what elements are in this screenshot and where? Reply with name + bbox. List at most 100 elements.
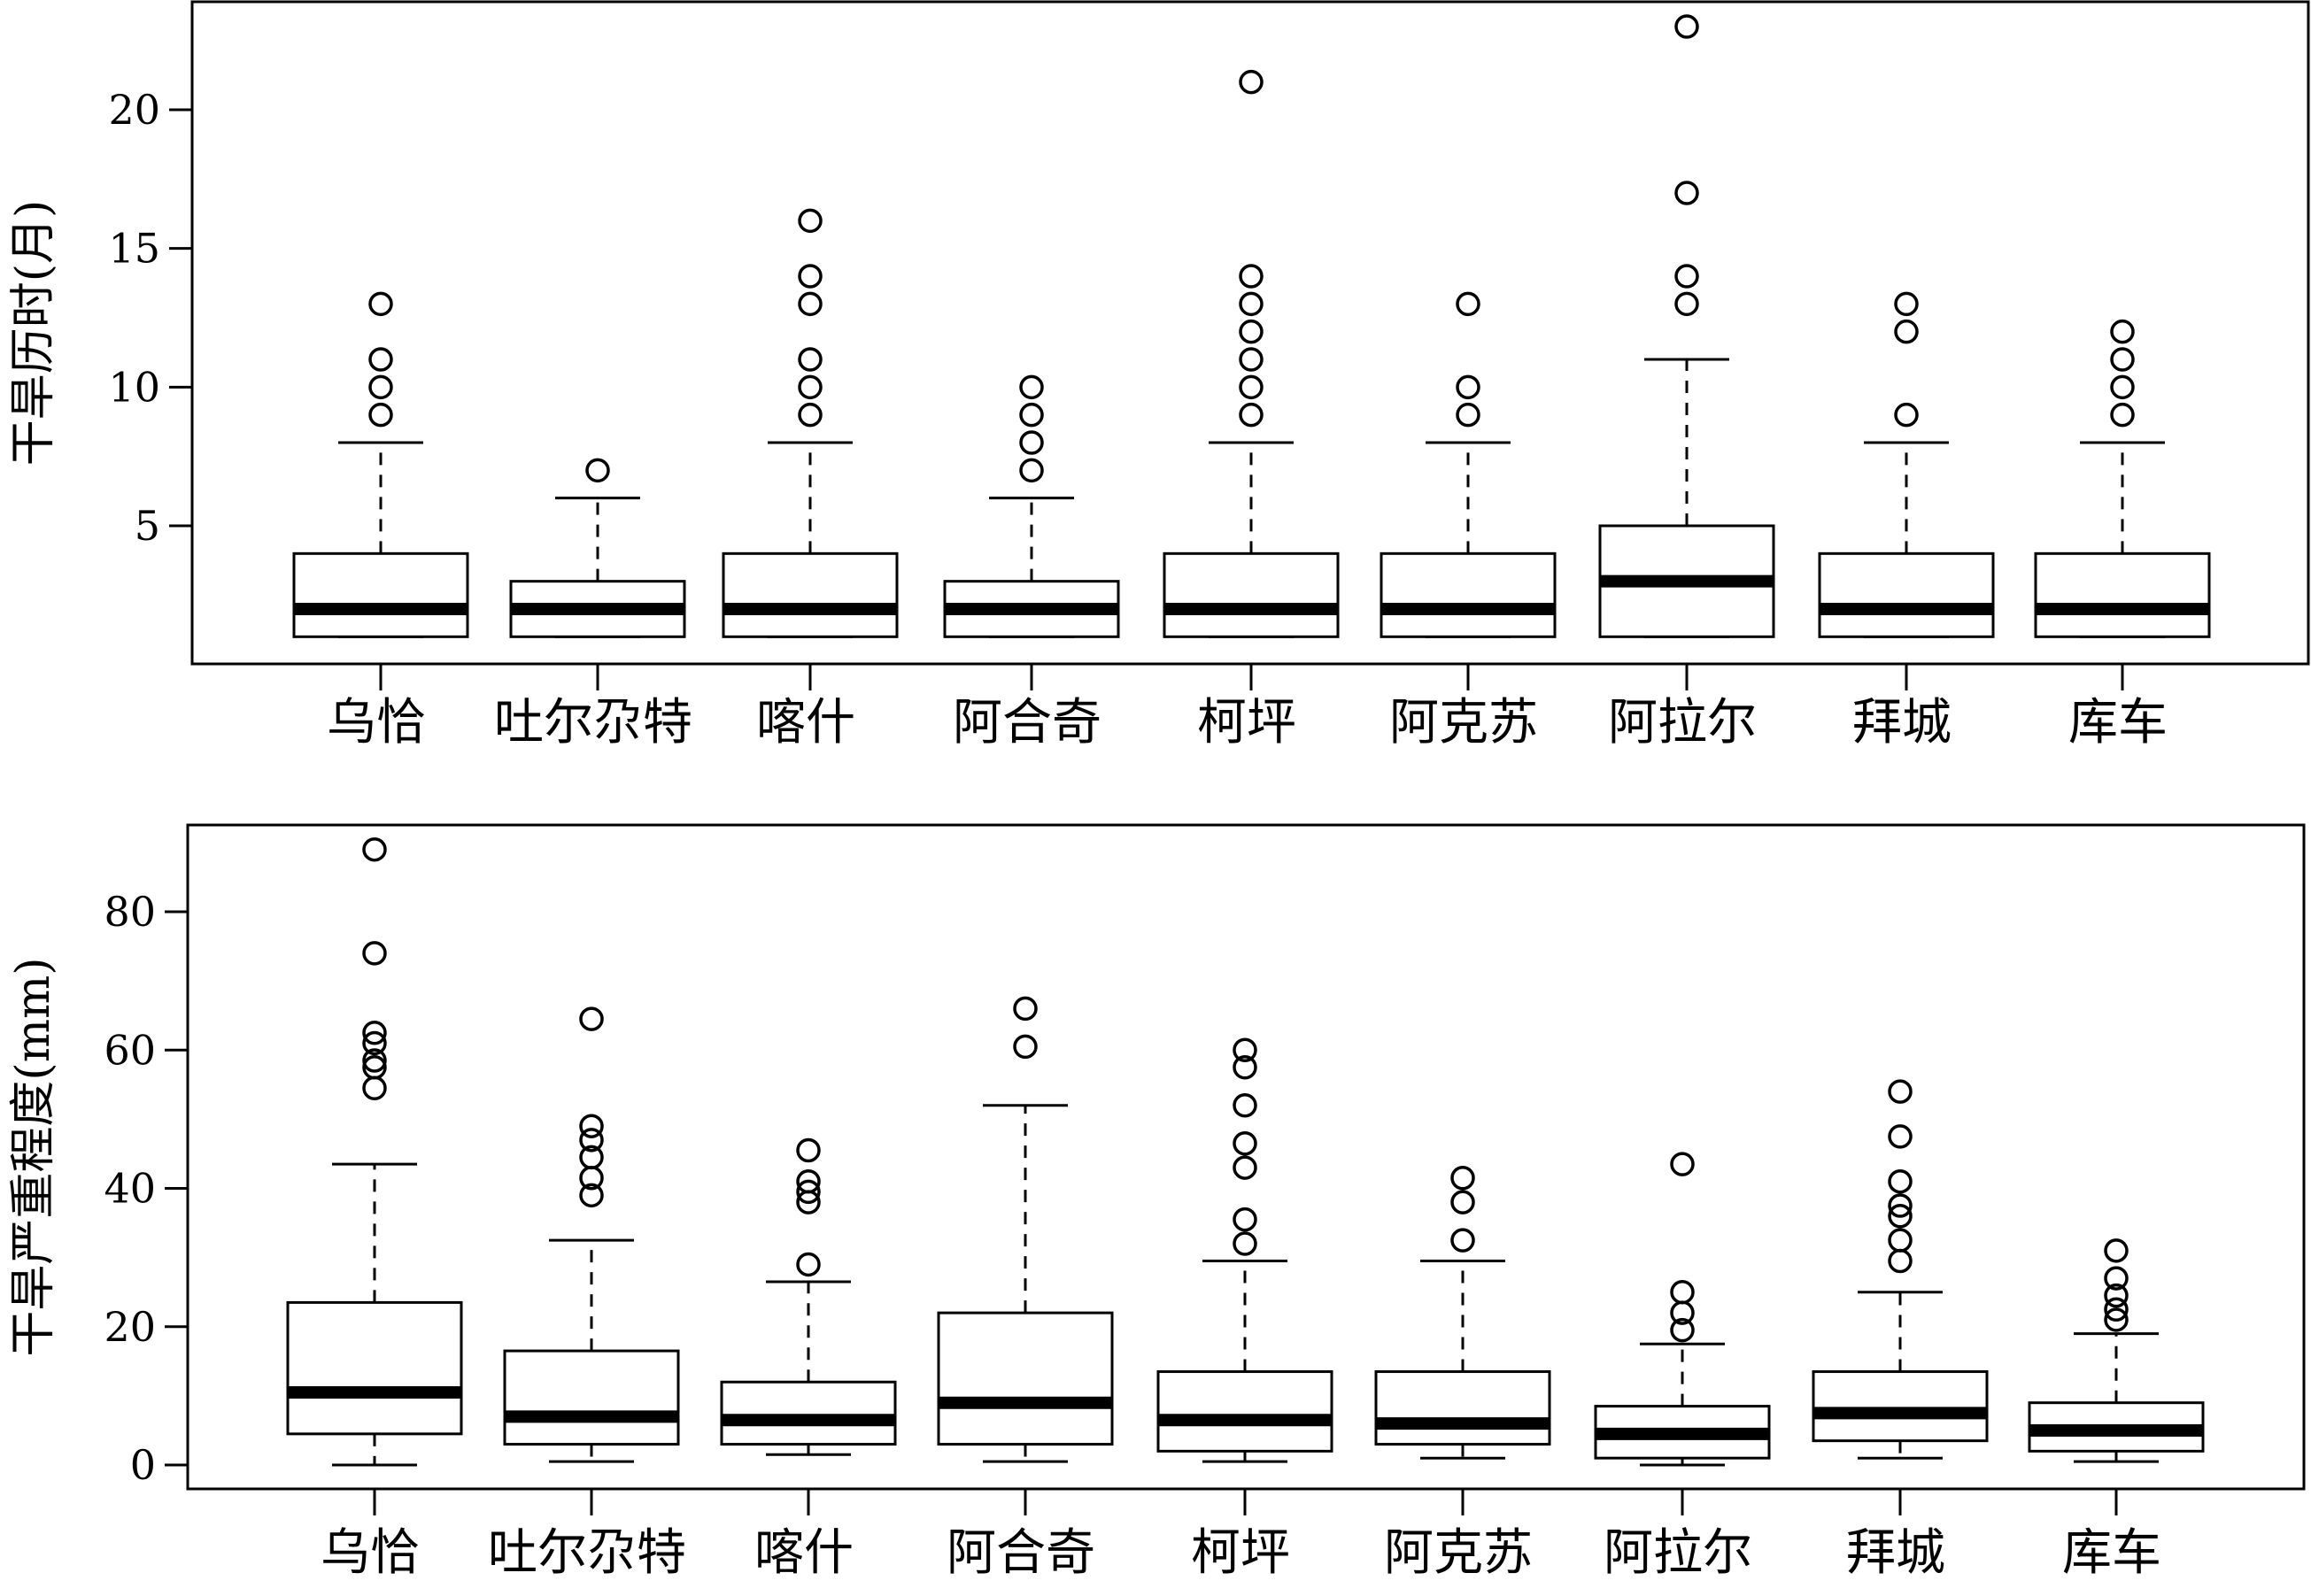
outlier-point [1233,1130,1257,1156]
outlier-point [798,291,823,317]
outlier-point [2104,1307,2129,1332]
box-拜城 [1812,1079,1989,1460]
y-tick-label: 10 [108,363,160,411]
y-tick-label: 20 [108,86,160,134]
outlier-point [1019,402,1044,428]
outlier-point [1674,291,1699,317]
boxplot-panel-2: 0 20 40 60 80 干旱严重程度(mm) 乌恰 吐尔尕特 喀什 阿合奇 柯坪 阿克苏 阿拉尔 拜城… [7,823,2306,1582]
outlier-point [362,1020,387,1045]
outlier-point [362,1030,387,1056]
outlier-point [798,208,823,234]
outlier-point [1674,14,1699,39]
outlier-point [362,837,387,862]
outlier-point [796,1179,821,1205]
outlier-point [1233,1207,1257,1232]
outlier-point [1233,1055,1257,1080]
box-柯坪 [1156,1037,1333,1463]
y-axis-title: 干旱严重程度(mm) [7,957,60,1356]
iqr-box [722,551,899,638]
outlier-point [2104,1266,2129,1291]
box-库车 [2034,319,2211,638]
x-category-label: 阿拉尔 [1604,1524,1752,1582]
box-阿合奇 [937,996,1114,1463]
outlier-point [1670,1279,1695,1305]
outlier-point [1894,319,1919,344]
outlier-point [1888,1248,1913,1274]
y-axis: 0 20 40 60 80 [104,888,189,1489]
iqr-box [2034,551,2211,638]
outlier-point [2110,374,2135,400]
box-库车 [2028,1238,2205,1463]
outlier-point [1239,264,1264,289]
iqr-box [286,1300,463,1436]
box-喀什 [722,208,899,638]
iqr-box [1380,551,1557,638]
outlier-point [2104,1238,2129,1263]
outlier-point [2104,1297,2129,1322]
outlier-point [579,1183,604,1208]
x-category-label: 乌恰 [321,1524,420,1582]
x-axis: 乌恰 吐尔尕特 喀什 阿合奇 柯坪 阿克苏 阿拉尔 拜城 库车 [321,1489,2161,1582]
box-柯坪 [1163,69,1340,638]
x-category-label: 喀什 [756,694,855,752]
outlier-point [1670,1317,1695,1343]
outlier-point [368,374,393,400]
iqr-box [292,551,469,638]
outlier-point [1019,458,1044,483]
outlier-point [1888,1124,1913,1149]
box-阿克苏 [1374,1166,1551,1460]
outlier-point [796,1168,821,1194]
box-拜城 [1818,291,1995,638]
outlier-point [1888,1168,1913,1194]
x-category-label: 库车 [2068,694,2168,752]
y-axis-title: 干旱历时(月) [7,200,60,466]
box-喀什 [720,1137,897,1456]
outlier-point [798,347,823,372]
outlier-point [1888,1193,1913,1218]
outlier-point [368,347,393,372]
y-tick-label: 60 [104,1026,156,1074]
outlier-point [1450,1190,1475,1214]
outlier-point [798,374,823,400]
iqr-box [1374,1370,1551,1446]
iqr-box [720,1380,897,1446]
y-tick-label: 5 [135,502,160,550]
outlier-point [1456,402,1480,428]
box-阿克苏 [1380,291,1557,638]
outlier-point [362,1076,387,1100]
outlier-point [1013,1034,1038,1060]
outlier-point [1233,1093,1257,1118]
outlier-point [1019,374,1044,400]
outlier-point [1239,347,1264,372]
x-category-label: 阿拉尔 [1608,694,1757,752]
outlier-point [362,1055,387,1080]
y-axis: 5 10 15 20 [108,86,194,550]
outlier-point [796,1252,821,1277]
outlier-point [1888,1079,1913,1104]
outlier-point [1013,996,1038,1022]
box-乌恰 [286,837,463,1467]
y-tick-label: 40 [104,1165,156,1213]
outlier-point [1239,319,1264,344]
outlier-point [1894,291,1919,317]
outlier-point [368,291,393,317]
outlier-point [1450,1166,1475,1191]
box-阿合奇 [943,374,1120,638]
outlier-point [579,1128,604,1153]
outlier-point [1239,402,1264,428]
x-axis: 乌恰 吐尔尕特 喀什 阿合奇 柯坪 阿克苏 阿拉尔 拜城 库车 [327,664,2168,752]
outlier-point [1239,374,1264,400]
outlier-point [1239,291,1264,317]
box-吐尔尕特 [503,1006,680,1463]
box-吐尔尕特 [509,458,686,638]
x-category-label: 柯坪 [1191,1524,1290,1582]
y-tick-label: 15 [108,225,160,273]
x-category-label: 拜城 [1852,694,1952,752]
x-category-label: 乌恰 [327,694,426,752]
outlier-point [1456,291,1480,317]
iqr-box [1156,1370,1333,1453]
iqr-box [1812,1370,1989,1443]
x-category-label: 喀什 [754,1524,854,1582]
outlier-point [1239,69,1264,95]
outlier-point [1670,1152,1695,1176]
